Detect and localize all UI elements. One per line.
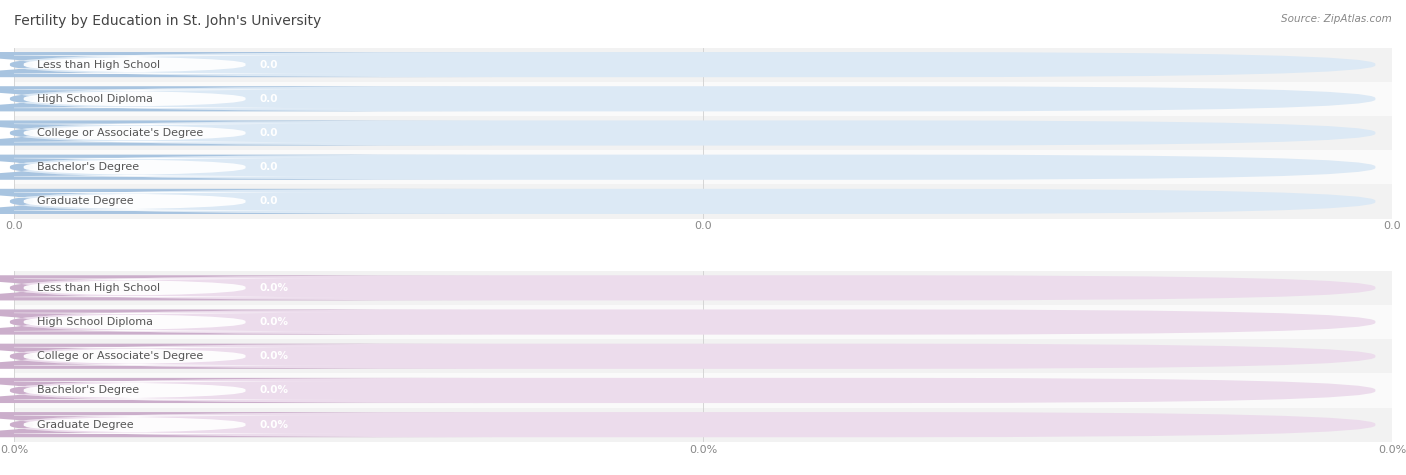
FancyBboxPatch shape xyxy=(10,310,1375,334)
Text: High School Diploma: High School Diploma xyxy=(38,94,153,104)
FancyBboxPatch shape xyxy=(10,276,1375,300)
Text: 0.0: 0.0 xyxy=(259,128,278,138)
FancyBboxPatch shape xyxy=(0,89,368,108)
FancyBboxPatch shape xyxy=(0,55,368,74)
Bar xyxy=(14,408,1392,442)
Text: Source: ZipAtlas.com: Source: ZipAtlas.com xyxy=(1281,14,1392,24)
FancyBboxPatch shape xyxy=(0,412,492,437)
FancyBboxPatch shape xyxy=(0,52,492,77)
FancyBboxPatch shape xyxy=(10,52,1375,77)
FancyBboxPatch shape xyxy=(10,344,1375,369)
Text: 0.0: 0.0 xyxy=(259,94,278,104)
Bar xyxy=(14,305,1392,339)
Text: 0.0%: 0.0% xyxy=(259,317,288,327)
Text: 0.0%: 0.0% xyxy=(259,351,288,361)
Text: 0.0%: 0.0% xyxy=(259,419,288,430)
FancyBboxPatch shape xyxy=(10,121,1375,145)
FancyBboxPatch shape xyxy=(0,276,492,300)
FancyBboxPatch shape xyxy=(10,412,1375,437)
Bar xyxy=(14,184,1392,218)
Bar xyxy=(14,271,1392,305)
FancyBboxPatch shape xyxy=(0,313,368,332)
Text: Fertility by Education in St. John's University: Fertility by Education in St. John's Uni… xyxy=(14,14,322,28)
Bar xyxy=(14,373,1392,408)
Text: 0.0%: 0.0% xyxy=(259,283,288,293)
Bar xyxy=(14,150,1392,184)
Text: College or Associate's Degree: College or Associate's Degree xyxy=(38,128,204,138)
FancyBboxPatch shape xyxy=(10,189,1375,214)
Bar xyxy=(14,116,1392,150)
Text: Bachelor's Degree: Bachelor's Degree xyxy=(38,385,139,396)
FancyBboxPatch shape xyxy=(10,86,1375,111)
FancyBboxPatch shape xyxy=(0,344,492,369)
FancyBboxPatch shape xyxy=(10,378,1375,403)
FancyBboxPatch shape xyxy=(0,310,492,334)
Text: 0.0%: 0.0% xyxy=(259,385,288,396)
FancyBboxPatch shape xyxy=(0,189,492,214)
Text: Less than High School: Less than High School xyxy=(38,283,160,293)
Bar xyxy=(14,82,1392,116)
Text: 0.0: 0.0 xyxy=(259,196,278,207)
Text: College or Associate's Degree: College or Associate's Degree xyxy=(38,351,204,361)
FancyBboxPatch shape xyxy=(0,121,492,145)
Bar xyxy=(14,339,1392,373)
Text: Graduate Degree: Graduate Degree xyxy=(38,196,134,207)
Bar xyxy=(14,48,1392,82)
FancyBboxPatch shape xyxy=(0,347,368,366)
Text: Graduate Degree: Graduate Degree xyxy=(38,419,134,430)
FancyBboxPatch shape xyxy=(0,155,492,180)
FancyBboxPatch shape xyxy=(0,86,492,111)
FancyBboxPatch shape xyxy=(0,192,368,211)
FancyBboxPatch shape xyxy=(0,415,368,434)
Text: 0.0: 0.0 xyxy=(259,59,278,70)
FancyBboxPatch shape xyxy=(0,381,368,400)
FancyBboxPatch shape xyxy=(0,378,492,403)
FancyBboxPatch shape xyxy=(0,158,368,177)
Text: Bachelor's Degree: Bachelor's Degree xyxy=(38,162,139,172)
Text: 0.0: 0.0 xyxy=(259,162,278,172)
FancyBboxPatch shape xyxy=(10,155,1375,180)
Text: Less than High School: Less than High School xyxy=(38,59,160,70)
FancyBboxPatch shape xyxy=(0,278,368,297)
Text: High School Diploma: High School Diploma xyxy=(38,317,153,327)
FancyBboxPatch shape xyxy=(0,124,368,142)
